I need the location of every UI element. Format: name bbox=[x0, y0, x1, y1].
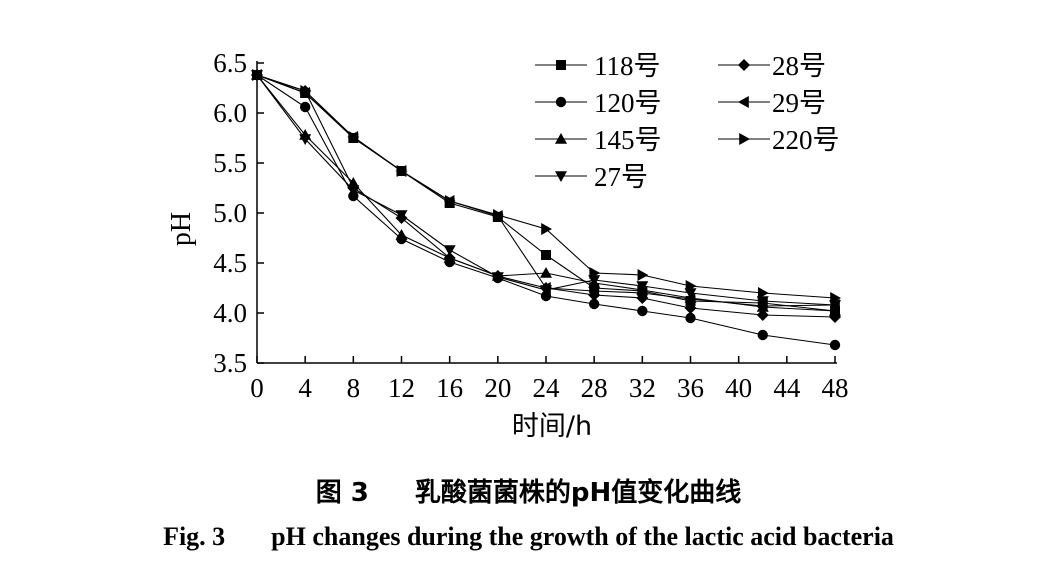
x-tick-label: 12 bbox=[388, 373, 415, 403]
x-tick-label: 32 bbox=[629, 373, 656, 403]
legend-label: 120号 bbox=[594, 88, 662, 118]
y-tick-label: 5.0 bbox=[213, 198, 247, 228]
legend-label: 29号 bbox=[772, 88, 826, 118]
data-point bbox=[395, 229, 408, 240]
data-point bbox=[299, 134, 312, 145]
y-tick-label: 6.0 bbox=[213, 98, 247, 128]
series-line bbox=[256, 74, 836, 299]
data-point bbox=[685, 312, 696, 324]
x-tick-label: 28 bbox=[581, 373, 608, 403]
legend-item: 220号 bbox=[718, 125, 840, 155]
series-triangle-right bbox=[252, 69, 841, 304]
series-line bbox=[256, 74, 836, 306]
data-point bbox=[444, 195, 456, 207]
data-point bbox=[541, 250, 551, 260]
figure-title-zh: 乳酸菌菌株的pH值变化曲线 bbox=[414, 478, 742, 508]
figure-number-zh: 图 3 bbox=[315, 478, 369, 508]
data-point bbox=[636, 281, 649, 292]
data-point bbox=[637, 305, 648, 317]
legend-marker bbox=[555, 133, 567, 144]
data-point bbox=[684, 288, 697, 299]
figure-number-en: Fig. 3 bbox=[163, 522, 226, 551]
series-line bbox=[256, 74, 836, 318]
y-tick-label: 4.0 bbox=[213, 298, 247, 328]
legend-marker bbox=[555, 171, 567, 182]
data-point bbox=[541, 223, 552, 235]
legend-item: 29号 bbox=[718, 88, 826, 118]
y-tick-label: 5.5 bbox=[213, 148, 247, 178]
data-point bbox=[493, 209, 504, 221]
legend-marker bbox=[556, 60, 566, 70]
legend-label: 118号 bbox=[594, 51, 661, 81]
y-tick-label: 6.5 bbox=[213, 48, 247, 78]
data-point bbox=[829, 300, 841, 311]
legend-label: 27号 bbox=[594, 162, 648, 192]
x-tick-label: 16 bbox=[436, 373, 463, 403]
line-chart: 0 4 8 12 16 20 24 28 32 36 40 44 483.54.04.55.05.56.… bbox=[166, 48, 849, 442]
x-tick-label: 0 bbox=[250, 373, 264, 403]
data-point bbox=[588, 285, 599, 297]
legend-marker bbox=[738, 59, 750, 71]
x-tick-label: 4 bbox=[298, 373, 312, 403]
data-point bbox=[757, 329, 768, 341]
data-point bbox=[396, 165, 408, 177]
chart-axes: 0 4 8 12 16 20 24 28 32 36 40 44 483.54.04.55.05.56.… bbox=[166, 48, 849, 442]
data-point bbox=[829, 339, 841, 351]
series-circle bbox=[251, 69, 841, 351]
series-square bbox=[252, 70, 840, 316]
legend-label: 220号 bbox=[772, 125, 840, 155]
data-point bbox=[348, 190, 359, 202]
legend-item: 145号 bbox=[535, 125, 662, 155]
data-point bbox=[395, 210, 408, 221]
legend-item: 118号 bbox=[535, 51, 661, 81]
y-tick-label: 4.5 bbox=[213, 248, 247, 278]
data-point bbox=[540, 285, 552, 296]
data-point bbox=[756, 309, 769, 321]
data-point bbox=[540, 267, 552, 278]
data-point bbox=[443, 245, 456, 256]
legend-label: 28号 bbox=[772, 51, 826, 81]
x-axis-label: 时间/h bbox=[512, 411, 592, 442]
legend-item: 120号 bbox=[535, 88, 662, 118]
x-tick-label: 48 bbox=[822, 373, 849, 403]
series-line bbox=[256, 74, 836, 312]
x-tick-label: 8 bbox=[347, 373, 361, 403]
data-point bbox=[299, 101, 311, 113]
legend-item: 28号 bbox=[718, 51, 826, 81]
x-tick-label: 20 bbox=[484, 373, 511, 403]
legend-item: 27号 bbox=[535, 162, 648, 192]
data-point bbox=[588, 298, 600, 310]
data-point bbox=[347, 177, 360, 188]
legend-label: 145号 bbox=[594, 125, 662, 155]
chart-legend: 118号 28号 120号 29号 145号 220号 27号 bbox=[535, 51, 840, 192]
legend-marker bbox=[738, 96, 749, 108]
data-point bbox=[491, 272, 504, 283]
series-line bbox=[256, 74, 836, 312]
data-point bbox=[637, 269, 649, 281]
series-triangle-up bbox=[251, 69, 841, 316]
series-triangle-down bbox=[251, 70, 841, 311]
data-point bbox=[348, 131, 360, 143]
data-point bbox=[756, 296, 769, 307]
figure-title-en: pH changes during the growth of the lact… bbox=[271, 522, 894, 551]
y-tick-label: 3.5 bbox=[213, 348, 247, 378]
x-tick-label: 44 bbox=[773, 373, 801, 403]
x-tick-label: 36 bbox=[677, 373, 704, 403]
data-point bbox=[251, 70, 263, 81]
legend-marker bbox=[555, 96, 567, 108]
figure-caption-english: Fig. 3 pH changes during the growth of th… bbox=[0, 522, 1057, 552]
data-point bbox=[757, 287, 769, 299]
data-point bbox=[588, 275, 601, 286]
figure-caption-chinese: 图 3 乳酸菌菌株的pH值变化曲线 bbox=[0, 472, 1057, 509]
x-tick-label: 40 bbox=[725, 373, 752, 403]
y-axis-label: pH bbox=[166, 212, 197, 246]
x-tick-label: 24 bbox=[533, 373, 561, 403]
legend-marker bbox=[739, 133, 750, 145]
data-point bbox=[300, 85, 312, 97]
plot-series bbox=[251, 69, 841, 351]
data-point bbox=[347, 185, 360, 196]
data-point bbox=[684, 302, 697, 314]
data-point bbox=[443, 252, 456, 263]
